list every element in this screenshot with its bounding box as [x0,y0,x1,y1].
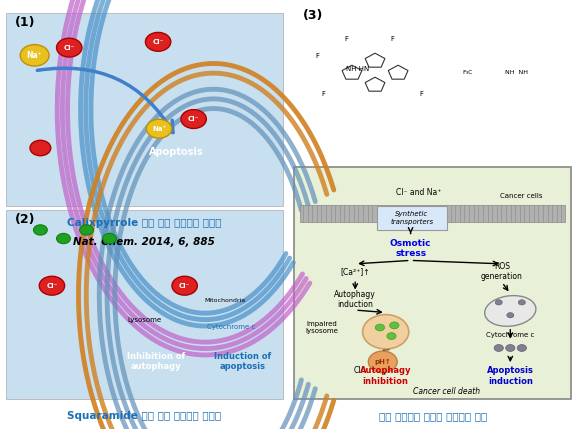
Text: Inhibition of
autophagy: Inhibition of autophagy [127,351,185,371]
Text: F: F [321,91,325,97]
Circle shape [80,225,93,235]
Circle shape [172,276,197,295]
Text: Osmotic
stress: Osmotic stress [390,239,432,258]
Text: Nat. Chem. 2014, 6, 885: Nat. Chem. 2014, 6, 885 [73,237,215,248]
Circle shape [145,33,171,51]
Text: Cancer cell death: Cancer cell death [413,387,480,396]
Circle shape [389,322,399,329]
Text: ROS
generation: ROS generation [481,262,523,281]
Circle shape [387,332,396,339]
Circle shape [507,313,514,318]
Text: Synthetic
transporters: Synthetic transporters [391,211,433,224]
Text: Squaramide 기반 인공 염소이온 운반체: Squaramide 기반 인공 염소이온 운반체 [67,411,222,421]
Text: Apoptosis: Apoptosis [149,147,204,157]
Text: Apoptosis
induction: Apoptosis induction [487,366,534,386]
Circle shape [505,344,515,351]
Text: Autophagy
inhibition: Autophagy inhibition [360,366,411,386]
Text: (1): (1) [14,16,35,29]
Circle shape [368,351,397,372]
Circle shape [147,119,172,138]
Circle shape [517,344,526,351]
Text: Impaired
lysosome: Impaired lysosome [306,321,338,334]
Text: (3): (3) [303,9,323,21]
Text: [Ca²⁺]↑: [Ca²⁺]↑ [340,267,370,276]
Circle shape [30,140,51,156]
Bar [6,210,283,399]
Bar [294,9,571,167]
Text: F: F [344,36,348,42]
Text: pH↑: pH↑ [374,359,391,365]
Text: Cl⁻: Cl⁻ [46,283,58,289]
Text: F: F [419,91,423,97]
Text: Autophagy
induction: Autophagy induction [334,290,376,309]
Text: Lysosome: Lysosome [127,317,162,323]
Text: Cl⁻: Cl⁻ [179,283,190,289]
Text: F: F [316,53,319,59]
Text: 인공 염소이온 운반체 작용기전 규명: 인공 염소이온 운반체 작용기전 규명 [379,411,487,421]
Text: Cl⁻: Cl⁻ [63,45,75,51]
Bar [6,13,283,206]
Text: F₃C: F₃C [462,70,473,76]
Circle shape [362,314,409,349]
Bar [377,206,447,230]
Circle shape [57,38,82,57]
Bar [300,205,565,222]
Text: Induction of
apoptosis: Induction of apoptosis [213,351,271,371]
Circle shape [39,276,65,295]
Bar [294,167,571,399]
Circle shape [181,110,207,129]
Text: Cancer cells: Cancer cells [500,193,542,199]
Text: Calixpyrrole 기반 인공 염소이온 운반체: Calixpyrrole 기반 인공 염소이온 운반체 [67,218,222,228]
Text: (2): (2) [14,213,35,226]
Text: Cl⁻: Cl⁻ [188,116,199,122]
Circle shape [518,300,525,305]
Circle shape [375,324,384,331]
Circle shape [103,233,117,244]
Circle shape [20,45,49,66]
Text: Cl⁻: Cl⁻ [152,39,164,45]
Text: F: F [391,36,394,42]
Text: Cytochrome c: Cytochrome c [207,324,255,330]
Text: NH  NH: NH NH [505,70,528,76]
Text: Cytochrome c: Cytochrome c [486,332,534,338]
Text: Mitochondria: Mitochondria [204,298,246,303]
Text: Na⁺: Na⁺ [152,126,166,132]
Text: Cl⁻ and Na⁺: Cl⁻ and Na⁺ [396,188,441,196]
Circle shape [57,233,70,244]
Ellipse shape [485,296,536,326]
Circle shape [494,344,503,351]
Circle shape [495,300,502,305]
Text: Cl⁻: Cl⁻ [354,366,365,375]
Text: NH HN: NH HN [346,66,369,72]
Text: Na⁺: Na⁺ [27,51,43,60]
Circle shape [33,225,47,235]
